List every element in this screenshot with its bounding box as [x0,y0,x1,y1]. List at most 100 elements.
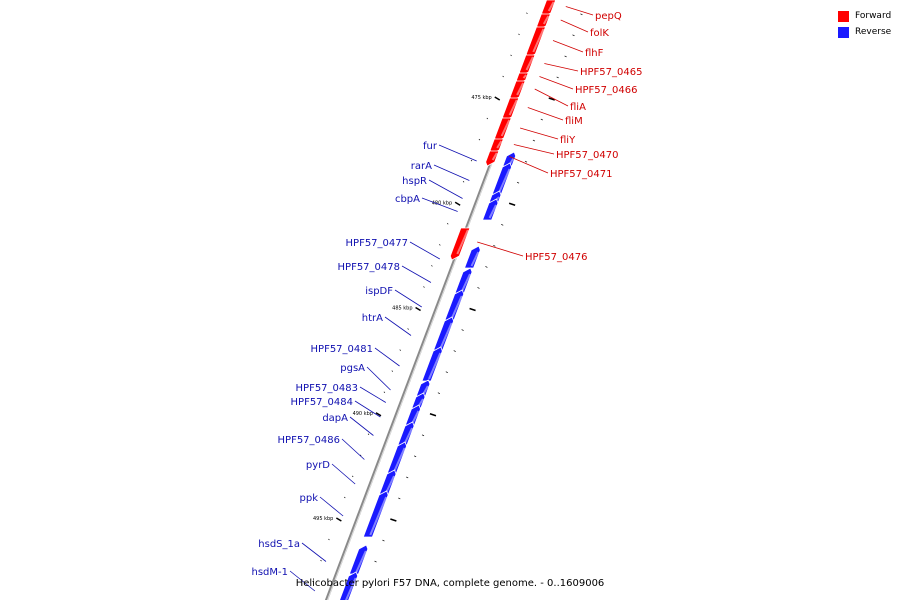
gene-shine [491,152,498,161]
tick-label: 480 kbp [432,200,452,206]
minor-tick-right [382,539,385,542]
minor-tick-right [516,181,520,184]
reverse-swatch [838,26,849,38]
gene-shine [488,204,497,219]
gene-shine [522,74,527,79]
minor-tick-right [374,560,377,563]
gene-arrow-HPF57_0486[interactable] [386,441,407,474]
gene-arrow-ispDF[interactable] [444,289,465,321]
minor-tick [439,244,441,246]
gene-arrow-HPF57_0476[interactable] [449,227,471,261]
minor-tick [510,54,512,57]
gene-flhF[interactable] [525,26,547,59]
leader-line-pyrD [331,463,356,485]
gene-dapA[interactable] [397,421,415,446]
leader-line-htrA [384,316,412,336]
minor-tick [478,138,481,141]
major-tick-right [469,307,476,312]
gene-label-HPF57_0465[interactable]: HPF57_0465 [580,67,642,78]
gene-arrow-cbpA[interactable] [481,198,499,221]
gene-arrow-htrA[interactable] [433,316,455,351]
gene-label-rarA[interactable]: rarA [411,161,432,172]
leader-line-HPF57_0470 [513,144,555,155]
gene-fliY[interactable] [494,117,512,143]
gene-cbpA[interactable] [481,198,499,221]
gene-label-fliM[interactable]: fliM [565,116,583,127]
gene-ppk[interactable] [362,490,389,538]
gene-label-fliY[interactable]: fliY [560,135,576,146]
gene-label-pyrD[interactable]: pyrD [306,460,330,471]
gene-label-hspR[interactable]: hspR [402,176,427,187]
gene-label-fur[interactable]: fur [423,141,438,152]
minor-tick-right [524,160,528,163]
tick-label: 475 kbp [471,95,491,101]
gene-label-folK[interactable]: folK [590,28,609,39]
minor-tick [383,391,386,393]
gene-label-HPF57_0484[interactable]: HPF57_0484 [291,397,353,408]
gene-label-HPF57_0486[interactable]: HPF57_0486 [278,435,340,446]
gene-label-pepQ[interactable]: pepQ [595,11,622,22]
tick-label: 495 kbp [313,516,333,522]
gene-label-cbpA[interactable]: cbpA [395,194,420,205]
leader-line-HPF57_0478 [401,265,432,283]
gene-label-flhF[interactable]: flhF [585,48,604,59]
gene-shine [428,352,442,380]
gene-label-HPF57_0481[interactable]: HPF57_0481 [311,344,373,355]
gene-pyrD[interactable] [378,469,397,495]
gene-arrow-ppk[interactable] [362,490,389,538]
gene-arrow-HPF57_0471[interactable] [485,150,500,167]
minor-tick [431,265,433,267]
gene-arrow-hsdM-1[interactable] [337,571,359,600]
gene-label-ppk[interactable]: ppk [300,493,319,504]
gene-rarA[interactable] [491,162,512,195]
gene-ispDF[interactable] [444,289,465,321]
gene-shine [369,496,388,536]
gene-htrA[interactable] [433,316,455,351]
gene-shine [498,168,511,193]
gene-label-pgsA[interactable]: pgsA [340,363,365,374]
gene-label-HPF57_0477[interactable]: HPF57_0477 [346,238,408,249]
gene-label-HPF57_0476[interactable]: HPF57_0476 [525,252,587,263]
gene-label-ispDF[interactable]: ispDF [365,286,393,297]
gene-label-HPF57_0466[interactable]: HPF57_0466 [575,85,637,96]
gene-HPF57_0481[interactable] [421,346,443,382]
gene-label-HPF57_0470[interactable]: HPF57_0470 [556,150,618,161]
leader-line-ispDF [394,289,422,308]
legend-reverse-label: Reverse [855,27,892,37]
gene-arrow-rarA[interactable] [491,162,512,195]
gene-folK[interactable] [536,13,551,31]
minor-tick [367,433,370,436]
gene-shine [411,410,420,424]
gene-arrow-HPF57_0477[interactable] [463,245,481,269]
gene-HPF57_0478[interactable] [454,267,473,294]
gene-fliM[interactable] [502,97,520,122]
minor-tick-right [453,350,456,352]
gene-label-hsdS_1a[interactable]: hsdS_1a [258,539,300,550]
gene-label-HPF57_0483[interactable]: HPF57_0483 [296,383,358,394]
gene-label-dapA[interactable]: dapA [322,413,348,424]
gene-HPF57_0486[interactable] [386,441,407,474]
gene-HPF57_0477[interactable] [463,245,481,269]
minor-tick [526,12,528,15]
gene-HPF57_0471[interactable] [485,150,500,167]
gene-label-hsdM-1[interactable]: hsdM-1 [252,567,289,578]
gene-hsdS_1a[interactable] [348,544,369,575]
gene-label-fliA[interactable]: fliA [570,102,586,113]
gene-HPF57_0476[interactable] [449,227,471,261]
minor-tick [312,580,314,583]
gene-arrow-hsdS_1a[interactable] [348,544,369,575]
leader-line-HPF57_0476 [477,241,524,257]
leader-line-HPF57_0471 [509,156,549,174]
gene-shine [439,322,453,349]
gene-label-HPF57_0478[interactable]: HPF57_0478 [338,262,400,273]
gene-label-HPF57_0471[interactable]: HPF57_0471 [550,169,612,180]
minor-tick-right [413,455,417,458]
minor-tick [486,117,489,120]
gene-label-htrA[interactable]: htrA [362,313,383,324]
minor-tick-right [461,329,464,331]
minor-tick [399,349,401,351]
minor-tick [462,180,465,183]
major-tick [335,517,342,522]
major-tick [494,96,501,101]
gene-arrow-HPF57_0481[interactable] [421,346,443,382]
